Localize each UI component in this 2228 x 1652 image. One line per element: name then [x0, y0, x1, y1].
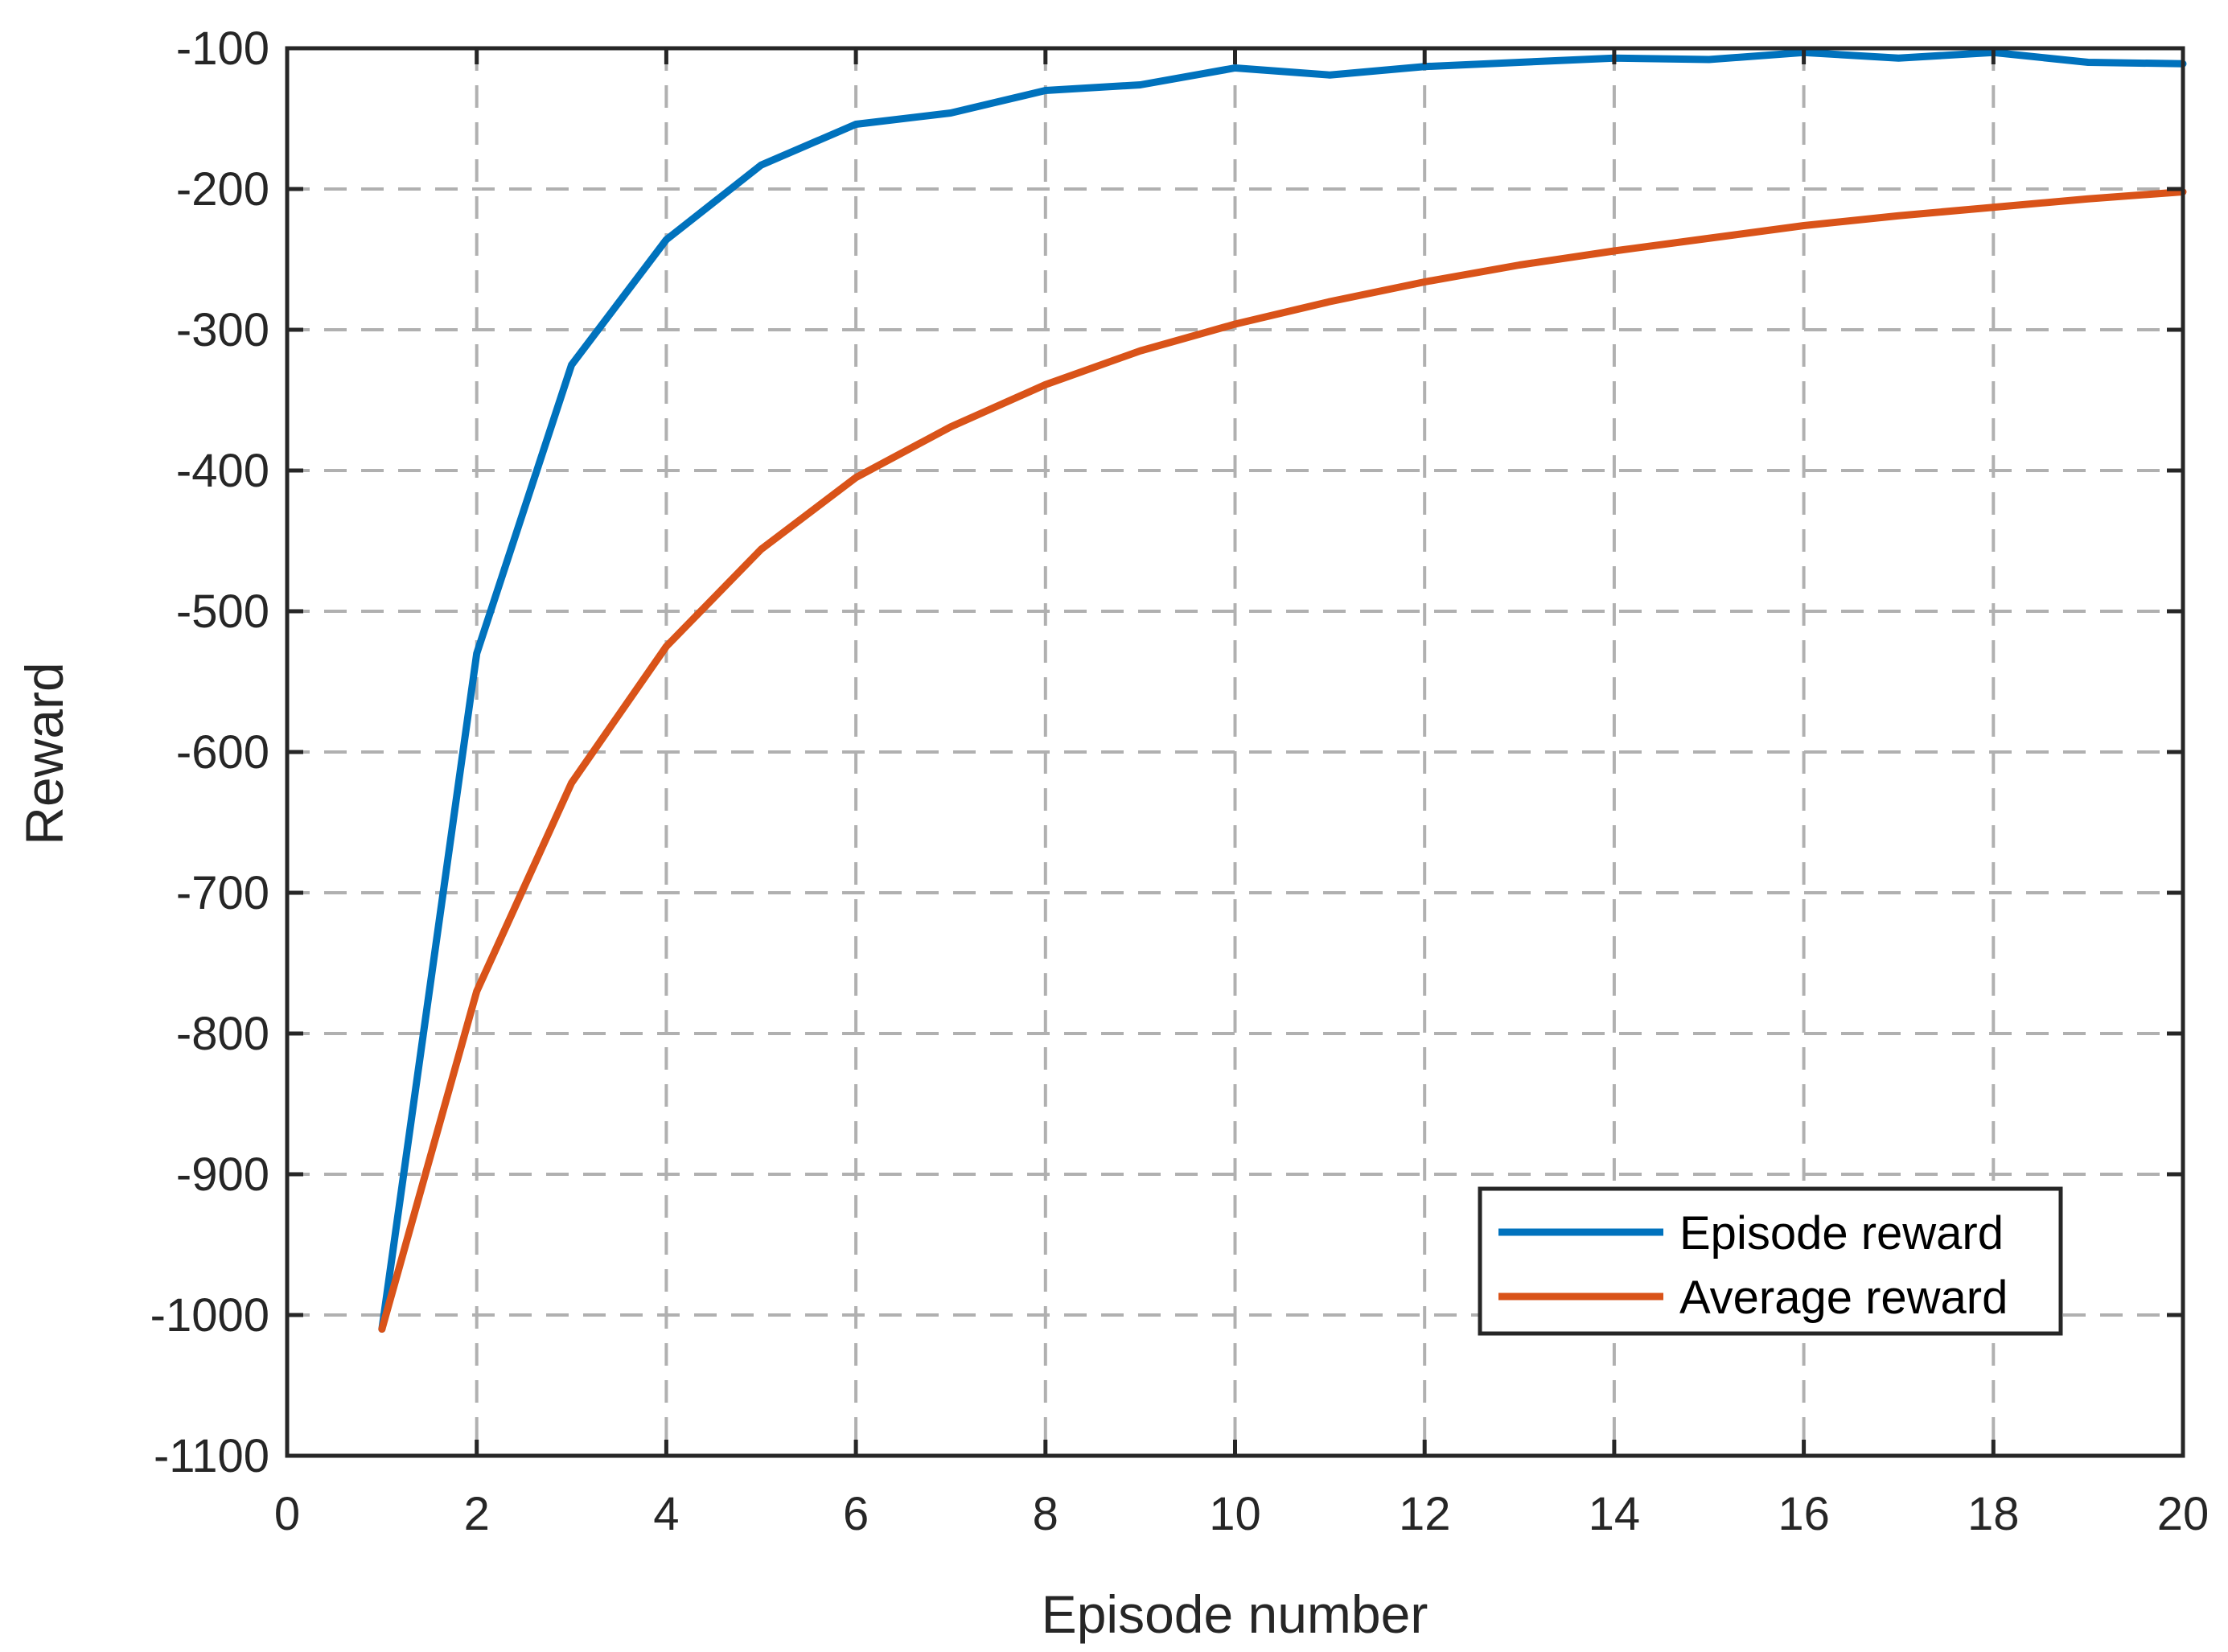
x-axis-ticks: 0 2 4 6 8 10 12 14 16 18 20	[274, 48, 2209, 1540]
y-tick-label: -1100	[154, 1430, 269, 1482]
legend: Episode reward Average reward	[1478, 1186, 2063, 1336]
x-tick-label: 18	[1967, 1488, 2020, 1540]
x-tick-label: 0	[274, 1488, 300, 1540]
x-tick-label: 4	[653, 1488, 679, 1540]
y-tick-label: -700	[176, 867, 269, 919]
y-tick-label: -900	[176, 1149, 269, 1201]
series-line-average-reward	[378, 188, 2187, 1333]
x-tick-label: 16	[1778, 1488, 1830, 1540]
y-axis-ticks: -100 -200 -300 -400 -500 -600 -700 -800 -900 -100…	[150, 23, 2183, 1482]
y-tick-label: -300	[176, 304, 269, 356]
y-tick-label: -400	[176, 445, 269, 497]
y-tick-label: -500	[176, 586, 269, 638]
y-tick-label: -100	[176, 23, 269, 75]
x-axis-label: Episode number	[1042, 1584, 1428, 1644]
grid-lines	[287, 48, 2183, 1456]
series-line-episode-reward	[378, 48, 2187, 1333]
legend-box	[1478, 1186, 2063, 1336]
legend-label-episode-reward: Episode reward	[1679, 1207, 2004, 1260]
y-tick-label: -600	[176, 726, 269, 779]
x-tick-label: 8	[1033, 1488, 1059, 1540]
x-tick-label: 2	[464, 1488, 490, 1540]
y-tick-label: -200	[176, 163, 269, 216]
legend-label-average-reward: Average reward	[1679, 1272, 2008, 1324]
y-axis-label: Reward	[14, 662, 74, 844]
x-tick-label: 14	[1589, 1488, 1641, 1540]
x-tick-label: 10	[1209, 1488, 1261, 1540]
y-tick-label: -1000	[150, 1289, 269, 1342]
series-lines	[378, 48, 2187, 1333]
x-tick-label: 20	[2157, 1488, 2210, 1540]
x-tick-label: 12	[1399, 1488, 1451, 1540]
y-tick-label: -800	[176, 1008, 269, 1060]
x-tick-label: 6	[843, 1488, 869, 1540]
